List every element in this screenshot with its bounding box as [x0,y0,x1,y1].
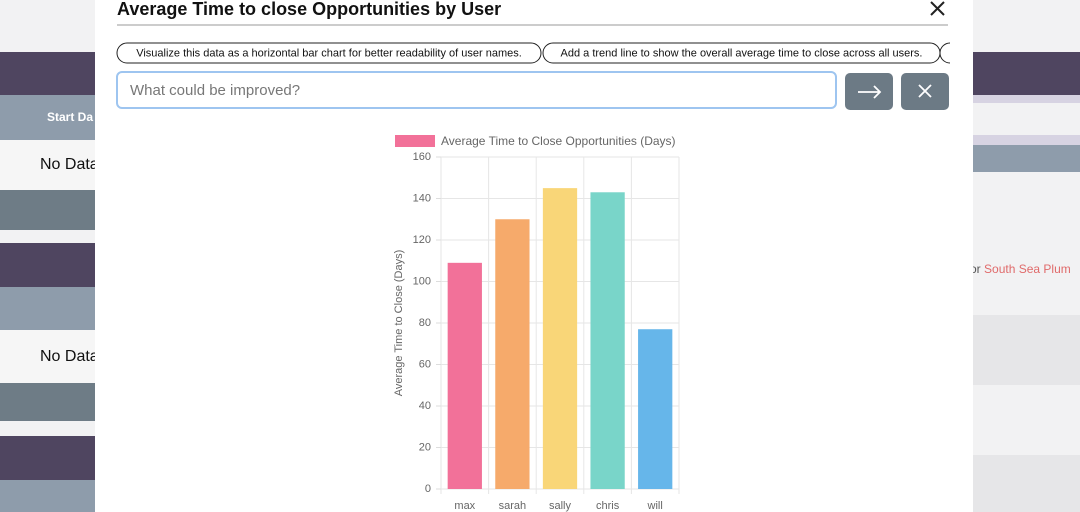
row [0,140,95,190]
footer-bar [0,383,95,421]
y-tick-label: 100 [413,275,431,287]
text: or [970,262,981,276]
row [0,330,95,383]
x-tick-label: max [454,500,475,512]
divider [973,135,1080,145]
empty-text: No Data [40,348,99,365]
input-placeholder: What could be improved? [130,82,300,99]
text: or South Sea Plum [970,262,1071,276]
table-header [0,95,95,140]
bar [447,262,482,489]
y-axis-label: Average Time to Close (Days) [393,250,405,397]
bar [542,188,578,489]
panel [973,315,1080,385]
table-header [0,287,95,330]
legend-swatch [395,135,435,147]
y-tick-label: 140 [413,192,431,204]
table-header [973,145,1080,172]
header-bar [0,436,95,480]
divider [973,95,1080,103]
suggestion-chip[interactable] [939,42,951,64]
chart: Average Time to Close (Days) 0 20 40 60 80 10… [393,134,680,512]
panel [973,455,1080,512]
bar [590,192,625,489]
modal-title: Average Time to close Opportunities by U… [117,0,501,19]
link[interactable]: South Sea Plum [984,262,1071,276]
x-icon [918,84,932,98]
y-tick-label: 120 [413,234,431,246]
suggestion-text: Visualize this data as a horizontal bar … [136,47,522,59]
y-tick-label: 80 [419,317,431,329]
footer-bar [0,190,95,230]
close-button[interactable] [930,1,945,16]
y-tick-label: 20 [419,441,431,453]
legend-label: Average Time to Close Opportunities (Day… [441,134,676,148]
x-tick-label: chris [596,500,620,512]
x-tick-label: sally [549,500,572,512]
y-tick-label: 40 [419,400,431,412]
y-tick-label: 0 [425,483,431,495]
x-tick-label: sarah [499,500,527,512]
table-header [0,480,95,512]
suggestion-text: Add a trend line to show the overall ave… [561,47,923,59]
bar [495,219,530,489]
y-tick-label: 60 [419,358,431,370]
y-tick-label: 160 [413,151,431,163]
header-bar [0,243,95,287]
header-bar [973,52,1080,95]
text-input[interactable] [116,71,837,109]
empty-text: No Data [40,156,99,173]
header-bar [0,52,95,95]
bar [638,329,673,489]
x-tick-label: will [647,500,663,512]
column-header: Start Da [47,110,93,124]
suggestion-chip[interactable] [116,42,542,64]
arrow-icon [858,85,882,99]
